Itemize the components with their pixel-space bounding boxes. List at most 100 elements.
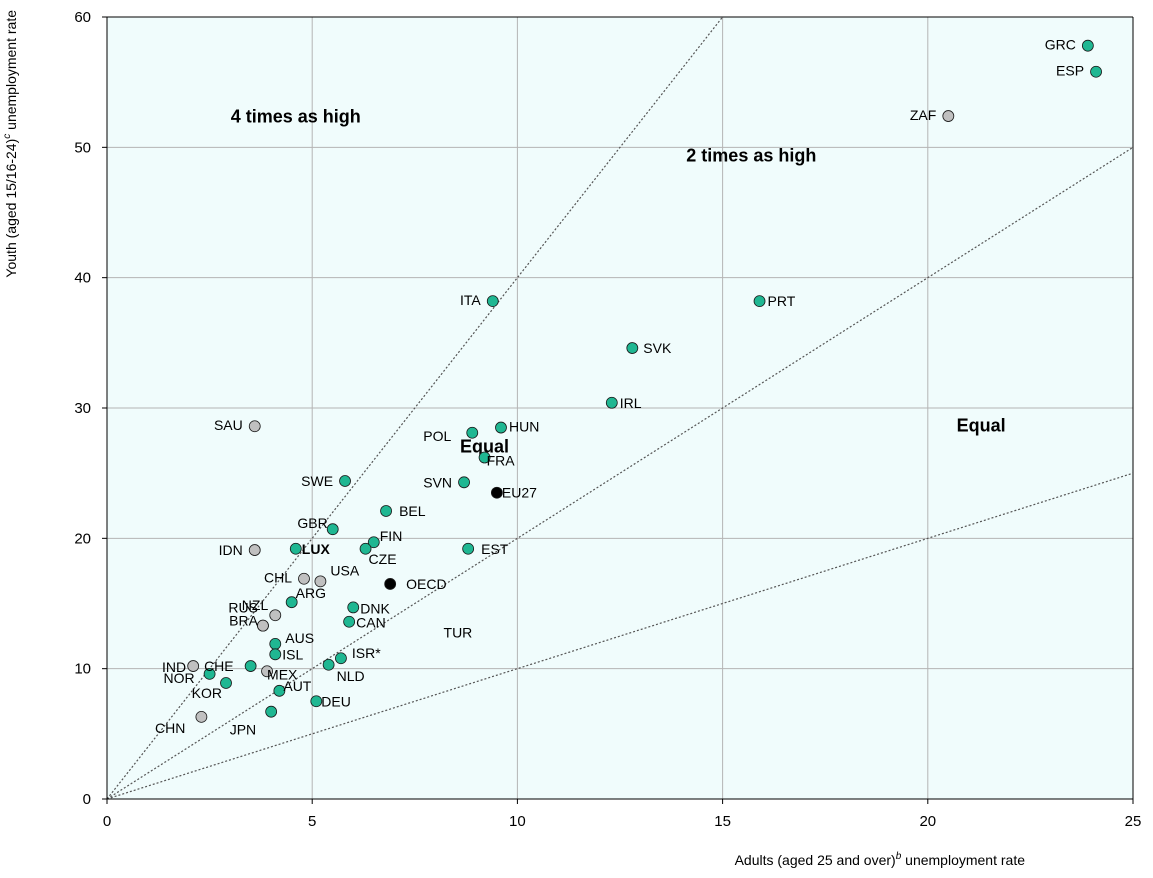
point-labels-layer: GRC ESP ZAF PRT ITA SVK IRL SAU HUN POL FRA SWE SVN E… [155,37,1084,738]
data-point-deu [310,695,323,708]
axis-layer: 0 5 10 15 20 25 0 10 20 30 40 50 60 [74,9,1141,830]
point-label-kor: KOR [192,685,222,701]
point-label-bel: BEL [399,503,426,519]
point-label-usa: USA [330,562,359,578]
data-point-jpn [265,705,278,718]
point-label-hun: HUN [509,419,539,435]
point-label-est: EST [481,541,509,557]
annotations-layer: 4 times as high 2 times as high Equal Equal [231,107,1006,457]
data-point-isr [335,652,347,665]
points-layer [187,39,1102,723]
region-annotation: 2 times as high [686,146,816,166]
point-label-nor: NOR [163,670,194,686]
point-label-nzl: NZL [242,597,269,613]
point-label-idn: IDN [219,542,243,558]
y-axis-title-main: Youth (aged 15/16-24) [3,139,19,278]
data-point-kor [220,677,232,689]
data-point-ita [486,295,499,308]
data-point-aut [273,684,286,697]
point-label-che: CHE [204,658,234,674]
point-label-sau: SAU [214,417,243,433]
x-axis-title: Adults (aged 25 and over)b unemployment … [735,851,1026,868]
point-label-arg: ARG [296,585,326,601]
point-label-eu27: EU27 [502,485,537,501]
region-annotation: Equal [957,415,1006,435]
point-label-rus: RUS [228,600,258,616]
point-label-bra: BRA [229,613,258,629]
data-point-bel [380,505,392,517]
point-label-nld: NLD [337,668,365,684]
point-label-dnk: DNK [360,600,390,616]
point-label-oecd: OECD [406,576,446,592]
data-point-oecd [384,578,397,590]
data-point-lux [289,542,302,555]
data-point-che [244,660,257,672]
point-label-grc: GRC [1045,37,1076,53]
y-tick-label: 50 [74,139,91,156]
data-point-aus [269,638,282,650]
data-point-sau [248,420,261,433]
data-point-nor [203,667,216,680]
point-label-isl: ISL [282,646,303,662]
data-point-usa [314,575,327,588]
point-label-aut: AUT [283,678,311,694]
y-tick-label: 10 [74,661,91,678]
region-annotation: Equal [460,436,509,456]
x-axis-title-tail: unemployment rate [901,852,1025,868]
point-label-jpn: JPN [230,722,256,738]
point-label-fin: FIN [380,528,403,544]
point-label-swe: SWE [301,473,333,489]
point-label-mex: MEX [267,666,298,682]
data-point-chn [195,710,208,723]
data-point-gbr [326,523,339,536]
point-label-aus: AUS [285,630,314,646]
x-tick-label: 10 [509,813,526,830]
data-point-chl [298,572,310,585]
data-point-mex [261,665,273,678]
data-point-can [343,615,356,628]
y-tick-label: 40 [74,270,91,287]
point-label-fra: FRA [487,453,516,469]
data-point-arg [285,596,298,609]
data-point-fra [478,451,491,464]
point-label-prt: PRT [768,293,796,309]
point-label-lux: LUX [302,541,331,557]
reference-line-ratio-1 [106,472,1134,800]
point-label-isr: ISR* [352,645,381,661]
data-point-prt [753,295,766,308]
data-point-svn [458,476,470,489]
x-tick-label: 25 [1125,813,1142,830]
region-annotation: 4 times as high [231,107,361,127]
y-tick-label: 20 [74,530,91,547]
reference-line-ratio-2 [106,146,1134,800]
y-axis-title: Youth (aged 15/16-24)c unemployment rate [2,10,19,278]
x-tick-label: 20 [919,813,936,830]
y-tick-label: 60 [74,9,91,26]
data-point-est [462,542,475,555]
data-point-swe [339,475,351,487]
point-label-svn: SVN [423,474,452,490]
point-label-deu: DEU [321,693,351,709]
data-point-zaf [942,110,955,122]
data-point-isl [269,648,282,661]
data-point-hun [495,421,507,434]
y-tick-label: 0 [83,791,91,808]
data-point-esp [1090,65,1102,78]
point-label-ind: IND [162,659,186,675]
x-axis-title-main: Adults (aged 25 and over) [735,852,896,868]
point-label-svk: SVK [643,340,672,356]
y-tick-label: 30 [74,400,91,417]
data-point-svk [626,342,639,354]
data-point-ind [187,660,200,672]
data-point-bra [257,619,269,632]
x-tick-label: 15 [714,813,731,830]
point-label-pol: POL [423,428,451,444]
x-tick-label: 0 [103,813,111,830]
x-axis-title-sup: b [896,851,902,862]
data-point-dnk [347,601,360,614]
data-point-nld [322,658,335,671]
point-label-tur: TUR [444,624,473,640]
data-point-irl [605,396,618,409]
y-axis-title-tail: unemployment rate [3,10,19,134]
